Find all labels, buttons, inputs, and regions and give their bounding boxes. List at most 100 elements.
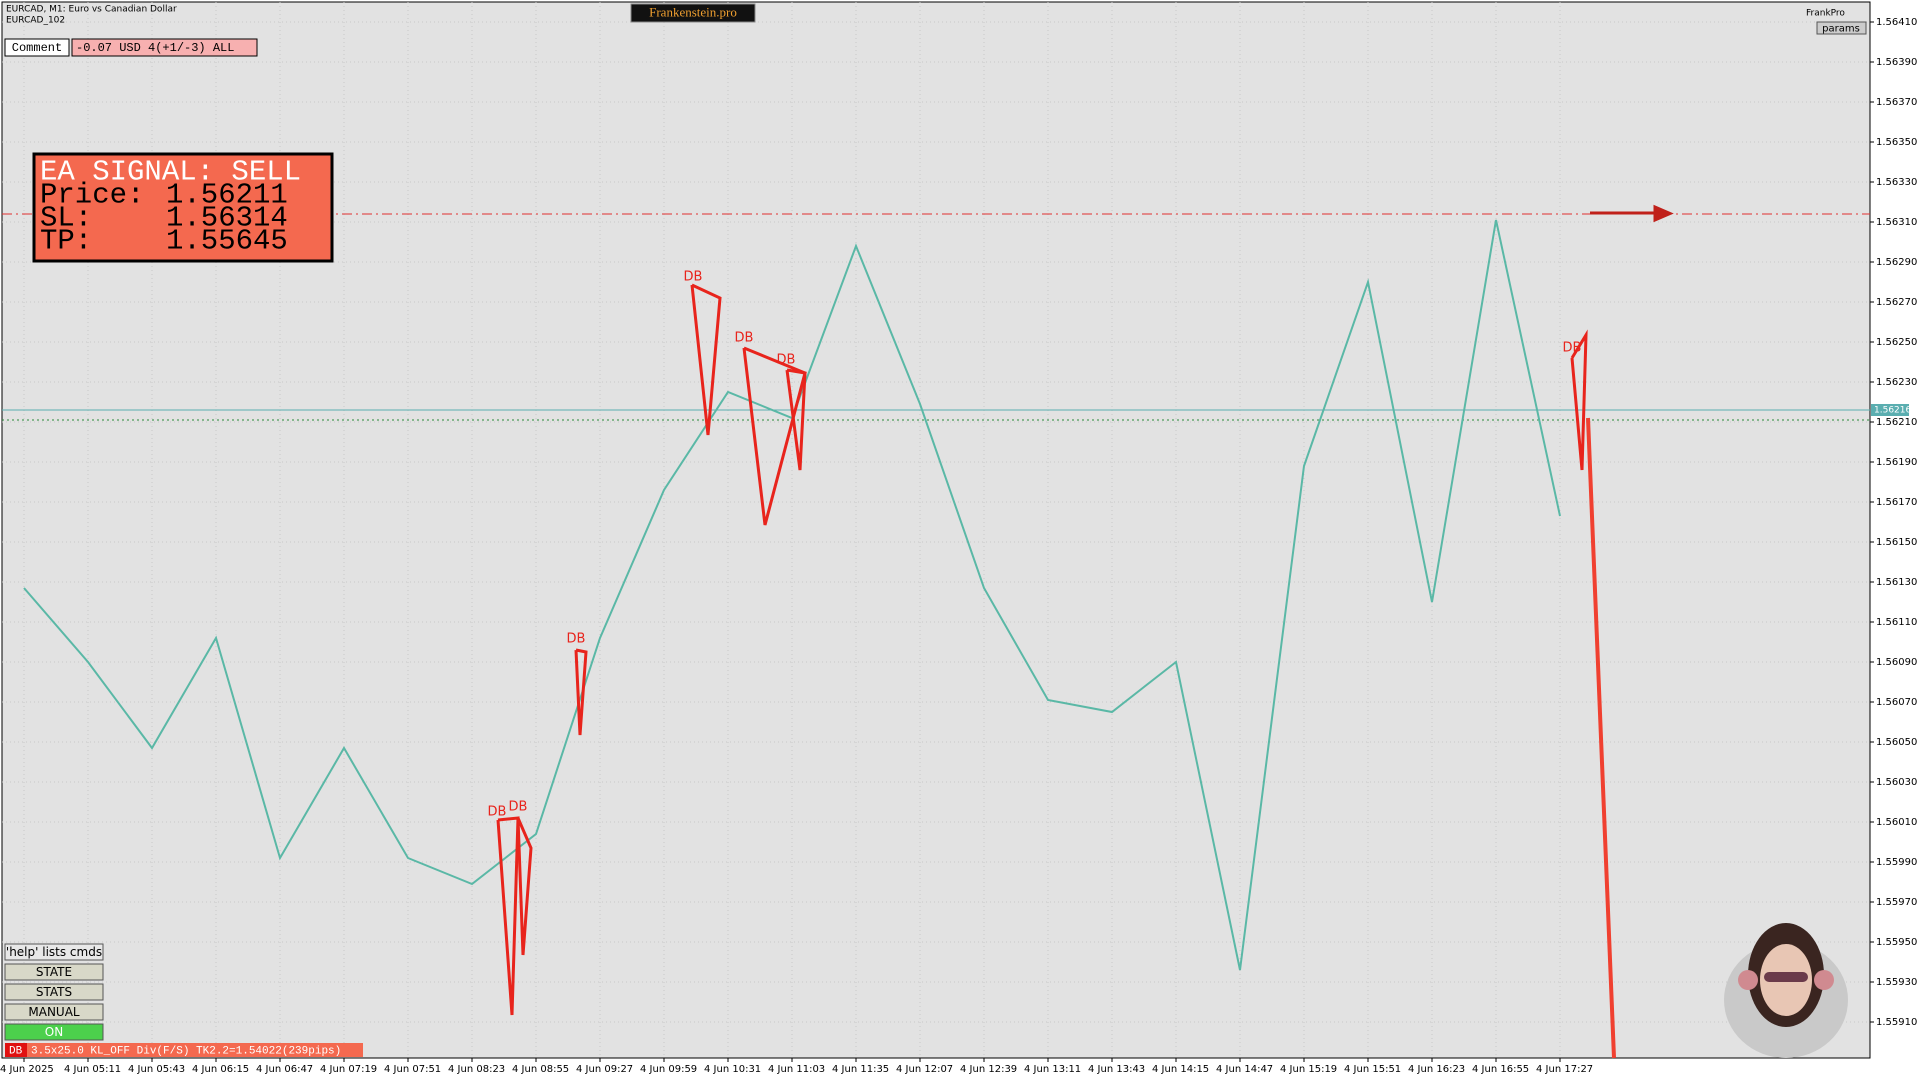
x-tick-label: 4 Jun 13:43 xyxy=(1088,1064,1145,1075)
x-tick-label: 4 Jun 09:27 xyxy=(576,1064,633,1075)
x-tick-label: 4 Jun 07:19 xyxy=(320,1064,377,1075)
stats-button[interactable] xyxy=(4,983,104,1001)
avatar-headphone xyxy=(1738,970,1758,990)
pattern-label: DB xyxy=(777,353,796,368)
params-label[interactable]: params xyxy=(1822,24,1860,35)
pattern-shape xyxy=(785,368,807,471)
y-tick-label: 1.56090 xyxy=(1876,657,1917,668)
pattern-shape xyxy=(496,816,520,1016)
help-box xyxy=(4,943,104,961)
state-label[interactable]: STATE xyxy=(36,965,72,979)
pattern-label: DB xyxy=(1563,341,1582,356)
pattern-labels: DB DB DB DB DB DB DB xyxy=(488,270,1582,820)
signal-sl: 1.56314 xyxy=(166,202,288,235)
status: -0.07 USD 4(+1/-3) ALL xyxy=(76,41,234,55)
manual-button[interactable] xyxy=(4,1003,104,1021)
brand-box xyxy=(630,3,756,23)
y-tick-label: 1.56390 xyxy=(1876,57,1917,68)
footer-tag: DB xyxy=(9,1045,23,1057)
y-tick-label: 1.56110 xyxy=(1876,617,1917,628)
x-tick-label: 4 Jun 11:03 xyxy=(768,1064,825,1075)
y-tick-label: 1.56010 xyxy=(1876,817,1917,828)
x-tick-label: 4 Jun 08:55 xyxy=(512,1064,569,1075)
y-tick-label: 1.56170 xyxy=(1876,497,1917,508)
state-button[interactable] xyxy=(4,963,104,981)
signal-text: EA SIGNAL: SELL Price: 1.56211 SL: 1.563… xyxy=(40,156,301,258)
x-tick-label: 4 Jun 14:15 xyxy=(1152,1064,1209,1075)
y-tick-label: 1.55990 xyxy=(1876,857,1917,868)
pattern-shape xyxy=(742,346,807,526)
x-tick-label: 4 Jun 13:11 xyxy=(1024,1064,1081,1075)
pattern-label: DB xyxy=(684,270,703,285)
y-tick-label: 1.56190 xyxy=(1876,457,1917,468)
x-tick-label: 4 Jun 05:11 xyxy=(64,1064,121,1075)
params-button[interactable] xyxy=(1816,21,1867,35)
pattern-shape xyxy=(516,817,533,956)
on-label[interactable]: ON xyxy=(45,1025,63,1039)
signal-sl-label: SL: xyxy=(40,202,92,235)
y-tick-label: 1.56410 xyxy=(1876,17,1917,28)
x-tick-label: 4 Jun 12:39 xyxy=(960,1064,1017,1075)
y-tick-label: 1.55910 xyxy=(1876,1017,1917,1028)
y-tick-label: 1.56070 xyxy=(1876,697,1917,708)
manual-label[interactable]: MANUAL xyxy=(28,1005,80,1019)
y-tick-label: 1.55970 xyxy=(1876,897,1917,908)
y-tick-label: 1.55950 xyxy=(1876,937,1917,948)
sell-arrow xyxy=(1590,204,1674,223)
x-tick-label: 4 Jun 15:19 xyxy=(1280,1064,1337,1075)
x-tick-label: 4 Jun 17:27 xyxy=(1536,1064,1593,1075)
y-tick-label: 1.56030 xyxy=(1876,777,1917,788)
footer-text: 3.5x25.0 KL_OFF Div(F/S) TK2.2=1.54022(2… xyxy=(31,1045,341,1057)
x-tick-label: 4 Jun 06:15 xyxy=(192,1064,249,1075)
footer-bar xyxy=(5,1043,363,1057)
x-tick-label: 4 Jun 14:47 xyxy=(1216,1064,1273,1075)
on-button[interactable] xyxy=(4,1023,104,1041)
user: FrankPro xyxy=(1806,9,1845,19)
signal-price-label: Price: xyxy=(40,179,144,212)
x-tick-label: 4 Jun 06:47 xyxy=(256,1064,313,1075)
x-tick-label: 4 Jun 15:51 xyxy=(1344,1064,1401,1075)
y-tick-label: 1.56290 xyxy=(1876,257,1917,268)
avatar-headphone xyxy=(1814,970,1834,990)
brand: Frankenstein.pro xyxy=(649,4,737,19)
y-tick-label: 1.56150 xyxy=(1876,537,1917,548)
y-tick-label: 1.56210 xyxy=(1876,417,1917,428)
x-tick-label: 4 Jun 05:43 xyxy=(128,1064,185,1075)
y-tick-label: 1.55930 xyxy=(1876,977,1917,988)
pattern-label: DB xyxy=(488,805,507,820)
forecast-line xyxy=(1586,417,1616,1059)
x-tick-label: 4 Jun 08:23 xyxy=(448,1064,505,1075)
y-tick-label: 1.56050 xyxy=(1876,737,1917,748)
signal-tp-label: TP: xyxy=(40,225,92,258)
x-tick-label: 4 Jun 2025 xyxy=(0,1064,54,1075)
avatar xyxy=(1724,923,1848,1058)
y-tick-label: 1.56330 xyxy=(1876,177,1917,188)
pattern-shape xyxy=(574,648,588,736)
x-tick-label: 4 Jun 07:51 xyxy=(384,1064,441,1075)
current-price-label: 1.56216 xyxy=(1874,406,1911,416)
current-price-box xyxy=(1871,404,1909,416)
pattern-shape xyxy=(1570,329,1588,471)
footer-tag-box xyxy=(5,1043,27,1057)
y-tick-label: 1.56230 xyxy=(1876,377,1917,388)
avatar-glasses xyxy=(1764,972,1808,982)
symbol: EURCAD, M1: Euro vs Canadian Dollar xyxy=(6,5,177,15)
x-tick-label: 4 Jun 16:55 xyxy=(1472,1064,1529,1075)
x-tick-label: 4 Jun 09:59 xyxy=(640,1064,697,1075)
y-tick-label: 1.56250 xyxy=(1876,337,1917,348)
buttons: 'help' lists cmds STATE STATS MANUAL ON xyxy=(4,943,104,1041)
pattern-drawings xyxy=(496,283,1616,1059)
x-tick-label: 4 Jun 12:07 xyxy=(896,1064,953,1075)
pattern-label: DB xyxy=(567,632,586,647)
stats-label[interactable]: STATS xyxy=(36,985,72,999)
pattern-shape xyxy=(690,283,722,436)
comment: Comment xyxy=(12,41,62,55)
signal-box xyxy=(32,152,334,263)
pattern-label: DB xyxy=(509,800,528,815)
signal-title: EA SIGNAL: SELL xyxy=(40,156,301,189)
signal-price: 1.56211 xyxy=(166,179,288,212)
account: EURCAD_102 xyxy=(6,16,65,26)
y-tick-label: 1.56310 xyxy=(1876,217,1917,228)
